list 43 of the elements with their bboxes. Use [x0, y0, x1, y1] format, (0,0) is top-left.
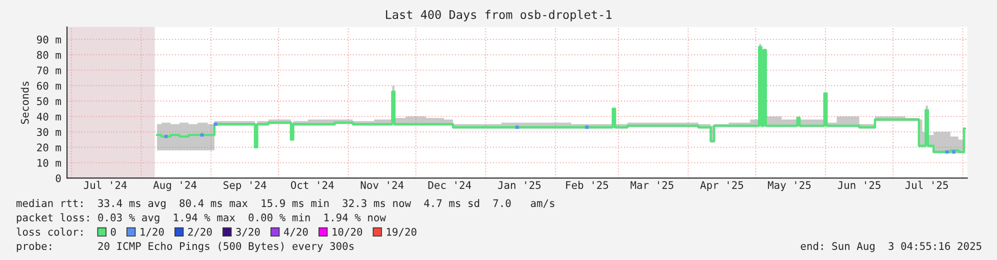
- legend-label: 2/20: [188, 228, 212, 237]
- x-tick-label: Aug '24: [153, 181, 196, 192]
- x-tick-label: Jul '24: [84, 180, 127, 189]
- legend-label: 0: [110, 228, 116, 236]
- y-tick-label: 50 m: [37, 97, 61, 106]
- y-tick-label: 70 m: [37, 66, 61, 74]
- chart-title: Last 400 Days from osb-droplet-1: [386, 10, 612, 22]
- point: [200, 133, 204, 137]
- legend-label: 3/20: [236, 228, 260, 237]
- legend-label: 1/20: [140, 228, 164, 237]
- y-tick-label: 80 m: [37, 51, 61, 59]
- legend-label: 10/20: [332, 228, 362, 237]
- point: [945, 150, 949, 154]
- legend-label: 4/20: [284, 228, 308, 237]
- x-tick-label: Mar '25: [630, 181, 674, 189]
- point: [585, 126, 589, 129]
- text: probe: 20 ICMP Echo Pings (500 Bytes) every 300s: [16, 242, 354, 252]
- y-axis-title: Seconds: [20, 82, 29, 124]
- point: [515, 126, 519, 129]
- text: packet loss: 0.03 % avg 1.94 % max 0.00 % min 1.94 % now: [16, 213, 386, 224]
- y-tick-label: 10 m: [38, 158, 61, 167]
- legend-label: 19/20: [386, 228, 416, 237]
- x-tick-label: Feb '25: [566, 180, 608, 189]
- legend-title: loss color:: [16, 228, 82, 236]
- x-tick-label: Jan '25: [498, 181, 541, 189]
- y-tick-label: 0: [56, 174, 61, 182]
- x-tick-label: May '25: [768, 181, 811, 192]
- point: [214, 122, 218, 126]
- y-tick-label: 40 m: [36, 112, 61, 121]
- y-tick-label: 20 m: [37, 144, 61, 152]
- text: median rtt: 33.4 ms avg 80.4 ms max 15.9 ms min 32.3 ms now 4.7 ms sd 7.0 am/s: [16, 199, 554, 210]
- y-tick-label: 90 m: [37, 36, 61, 44]
- text: end: Sun Aug 3 04:55:16 2025: [800, 242, 982, 252]
- x-tick-label: Jun '25: [838, 181, 880, 189]
- x-tick-label: Apr '25: [700, 181, 744, 192]
- x-tick-label: Nov '24: [360, 181, 404, 189]
- point: [952, 150, 956, 154]
- x-tick-label: Dec '24: [428, 181, 472, 189]
- y-tick-label: 60 m: [37, 82, 61, 90]
- x-tick-label: Oct '24: [290, 181, 334, 189]
- x-tick-label: Jul '25: [905, 180, 948, 189]
- y-tick-label: 30 m: [37, 128, 61, 136]
- x-tick-label: Sep '24: [224, 181, 266, 192]
